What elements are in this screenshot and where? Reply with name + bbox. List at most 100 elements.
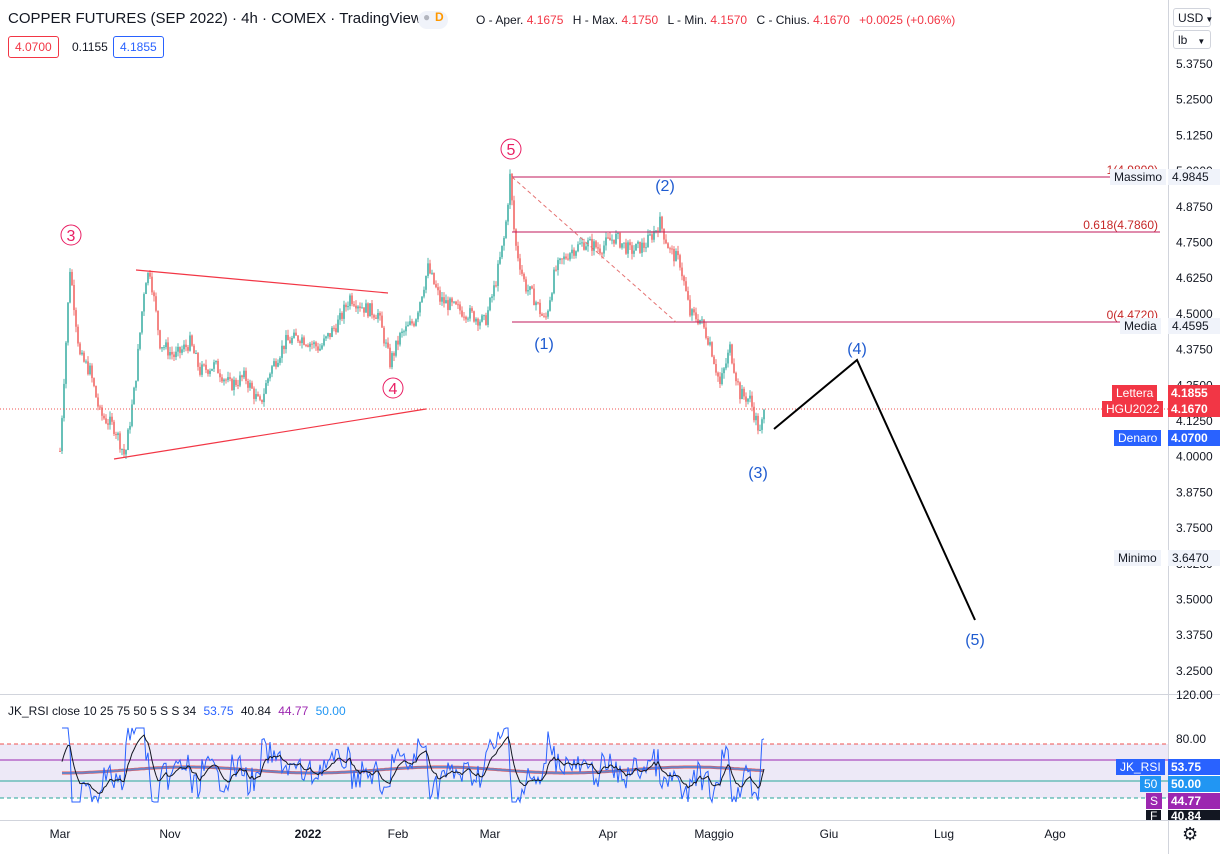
wave-major-3[interactable]: 3 xyxy=(60,224,82,246)
candle xyxy=(627,240,629,258)
candle xyxy=(111,413,113,425)
wave-minor-3[interactable]: (3) xyxy=(748,465,768,482)
candle xyxy=(443,292,445,308)
wave-major-4[interactable]: 4 xyxy=(382,377,404,399)
candle xyxy=(71,269,73,287)
candle xyxy=(107,418,109,430)
candle xyxy=(547,309,549,319)
candle xyxy=(559,257,561,265)
wave-projection-path[interactable] xyxy=(773,358,976,621)
sell-price-button[interactable]: 4.0700 xyxy=(8,36,59,58)
triangle-upper-line[interactable] xyxy=(135,269,389,294)
candle xyxy=(597,242,599,252)
candle xyxy=(469,305,471,322)
candle xyxy=(701,316,703,324)
candle xyxy=(433,272,435,285)
price-axis-label: 3.3750 xyxy=(1176,628,1213,642)
candle xyxy=(607,233,609,240)
triangle-lower-line[interactable] xyxy=(113,408,427,460)
candle xyxy=(367,302,369,319)
time-axis[interactable]: Mar Nov 2022 Feb Mar Apr Maggio Giu Lug Ago xyxy=(50,827,1066,841)
price-axis-label: 4.7500 xyxy=(1176,236,1213,250)
candle xyxy=(539,299,541,318)
candle xyxy=(631,241,633,260)
candle xyxy=(209,368,211,377)
candle xyxy=(557,257,559,276)
price-axis[interactable]: 5.37505.25005.12505.00004.87504.75004.62… xyxy=(1176,57,1213,678)
time-axis-label: Maggio xyxy=(694,827,734,841)
candle xyxy=(361,302,363,309)
candle xyxy=(759,424,761,432)
candle xyxy=(383,325,385,347)
candle xyxy=(645,242,647,253)
candle xyxy=(257,391,259,397)
candle xyxy=(349,293,351,310)
candle xyxy=(623,242,625,249)
candle xyxy=(629,239,631,251)
candle xyxy=(161,346,163,352)
candle xyxy=(323,334,325,347)
candle xyxy=(537,301,539,305)
candle xyxy=(211,368,213,372)
candle xyxy=(395,340,397,358)
fib-trend-line[interactable] xyxy=(511,176,677,323)
candle xyxy=(165,339,167,350)
currency-select[interactable]: USD ▼ xyxy=(1173,8,1213,27)
symbol-title[interactable]: COPPER FUTURES (SEP 2022) · 4h · COMEX ·… xyxy=(8,10,422,27)
candle xyxy=(67,302,69,346)
candle xyxy=(755,412,757,426)
candle xyxy=(319,343,321,352)
chart-header: COPPER FUTURES (SEP 2022) · 4h · COMEX ·… xyxy=(0,0,1168,62)
candle xyxy=(569,252,571,262)
candle xyxy=(749,390,751,403)
time-axis-label: Mar xyxy=(480,827,501,841)
candle xyxy=(393,351,395,362)
candle xyxy=(141,311,143,335)
candle xyxy=(337,315,339,333)
unit-select[interactable]: lb ▼ xyxy=(1173,30,1211,49)
ohlc-readout: O - Aper. 4.1675 H - Max. 4.1750 L - Min… xyxy=(476,13,961,27)
time-axis-label: Giu xyxy=(820,827,839,841)
candle xyxy=(707,335,709,346)
buy-price-button[interactable]: 4.1855 xyxy=(113,36,164,58)
candle xyxy=(719,372,721,389)
candle xyxy=(105,414,107,425)
candle xyxy=(687,286,689,301)
wave-minor-2[interactable]: (2) xyxy=(655,178,675,195)
candle xyxy=(423,286,425,299)
rsi-legend[interactable]: JK_RSI close 10 25 75 50 5 S S 34 53.75 … xyxy=(8,704,350,718)
market-status-badge[interactable]: ● D xyxy=(418,10,448,29)
candle xyxy=(429,259,431,275)
massimo-value: 4.9845 xyxy=(1168,169,1220,185)
candle xyxy=(441,291,443,306)
candle xyxy=(299,339,301,346)
candle xyxy=(307,343,309,348)
candle xyxy=(541,312,543,317)
candle xyxy=(325,335,327,342)
candle xyxy=(135,380,137,391)
wave-minor-1[interactable]: (1) xyxy=(534,336,554,353)
candle xyxy=(181,345,183,356)
wave-minor-4[interactable]: (4) xyxy=(847,341,867,358)
candle xyxy=(263,388,265,407)
candle xyxy=(545,312,547,320)
candle xyxy=(535,300,537,311)
candle xyxy=(543,312,545,318)
candle xyxy=(255,388,257,402)
candle xyxy=(243,367,245,380)
candle xyxy=(261,399,263,405)
gear-icon[interactable]: ⚙ xyxy=(1182,824,1199,844)
candle xyxy=(133,386,135,405)
candle xyxy=(77,324,79,347)
candle xyxy=(613,239,615,247)
wave-major-5[interactable]: 5 xyxy=(500,138,522,160)
candle xyxy=(633,245,635,258)
candle xyxy=(735,371,737,386)
candle xyxy=(313,340,315,349)
candlestick-series xyxy=(59,169,765,459)
candle xyxy=(461,306,463,318)
rsi-tag-s-label: S xyxy=(1146,793,1163,809)
candle xyxy=(265,380,267,395)
wave-minor-5[interactable]: (5) xyxy=(965,632,985,649)
